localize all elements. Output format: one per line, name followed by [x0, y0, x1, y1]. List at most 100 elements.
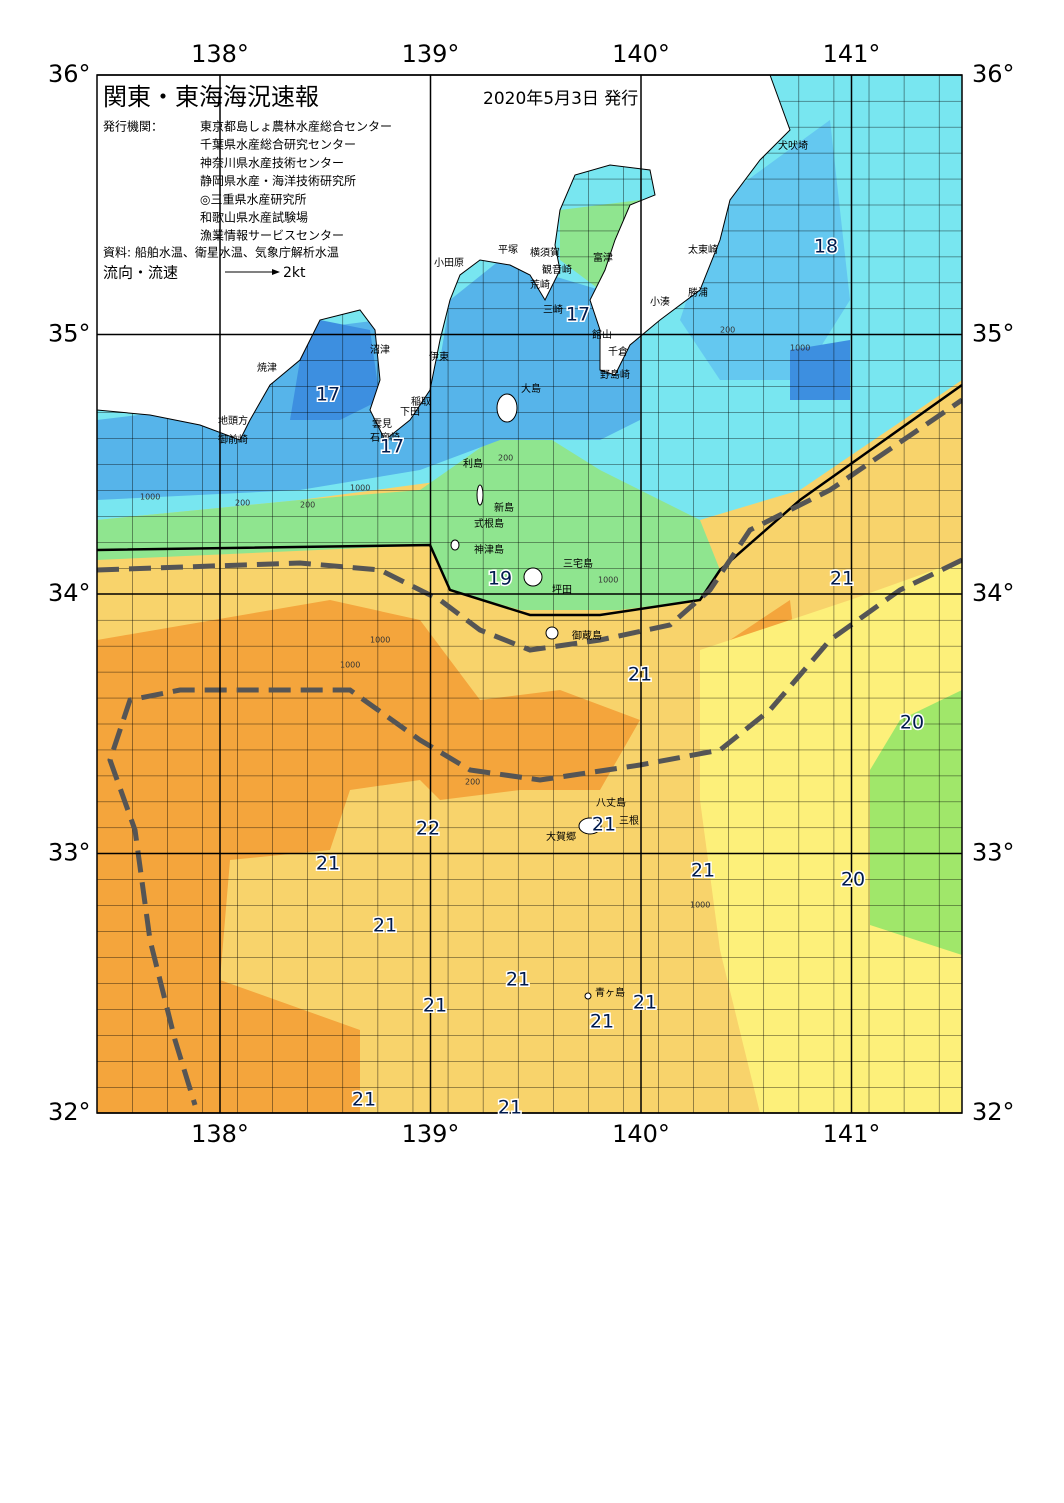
temperature-label: 21	[633, 992, 657, 1014]
place-name: 雲見	[372, 418, 392, 430]
temperature-label: 19	[488, 568, 512, 590]
lon-tick-label: 138°	[191, 1120, 249, 1148]
place-name: 平塚	[498, 244, 518, 256]
place-name: 太東崎	[688, 243, 718, 256]
temperature-label: 21	[691, 860, 715, 882]
lat-tick-label: 32°	[972, 1098, 1015, 1126]
place-name: 館山	[592, 328, 612, 341]
place-name: 神津島	[474, 543, 504, 556]
agency: 静岡県水産・海洋技術研究所	[200, 173, 356, 188]
lat-tick-label: 33°	[972, 839, 1015, 867]
place-name: 八丈島	[596, 796, 626, 809]
place-name: 伊東	[429, 350, 449, 363]
temperature-label: 20	[900, 712, 924, 734]
place-name: 新島	[494, 501, 514, 514]
place-name: 三崎	[543, 303, 563, 316]
temperature-label: 22	[416, 818, 440, 840]
temperature-label: 20	[841, 869, 865, 891]
lon-tick-label: 141°	[823, 40, 881, 68]
depth-label: 200	[300, 501, 315, 510]
depth-label: 200	[465, 778, 480, 787]
temperature-label: 21	[590, 1011, 614, 1033]
temperature-label: 21	[423, 995, 447, 1017]
depth-label: 1000	[690, 901, 710, 910]
lon-tick-label: 141°	[823, 1120, 881, 1148]
lat-tick-label: 34°	[48, 579, 91, 607]
depth-label: 200	[720, 326, 735, 335]
depth-label: 1000	[790, 344, 810, 353]
agency: 東京都島しょ農林水産総合センター	[200, 119, 392, 134]
temperature-label: 21	[373, 915, 397, 937]
place-name: 大賀郷	[546, 830, 576, 843]
agency: 神奈川県水産技術センター	[200, 155, 344, 170]
place-name: 大島	[521, 382, 541, 395]
place-name: 観音崎	[542, 263, 572, 276]
lat-tick-label: 35°	[972, 320, 1015, 348]
depth-label: 1000	[370, 636, 390, 645]
depth-label: 1000	[340, 661, 360, 670]
agency: 漁業情報サービスセンター	[200, 229, 344, 243]
temperature-label: 17	[380, 436, 404, 458]
temperature-label: 21	[498, 1097, 522, 1119]
place-name: 下田	[400, 407, 420, 418]
place-name: 荒崎	[530, 278, 550, 291]
place-name: 三根	[619, 814, 639, 827]
lat-tick-label: 33°	[48, 839, 91, 867]
legend-label: 流向・流速	[103, 264, 178, 282]
place-name: 千倉	[608, 345, 628, 358]
lat-tick-label: 36°	[972, 60, 1015, 88]
depth-label: 200	[498, 454, 513, 463]
agency: 和歌山県水産試験場	[200, 210, 308, 225]
lat-tick-label: 35°	[48, 320, 91, 348]
place-name: 坪田	[552, 583, 572, 596]
place-name: 青ヶ島	[595, 986, 625, 999]
title: 関東・東海海況速報	[103, 83, 319, 111]
lon-tick-label: 138°	[191, 40, 249, 68]
depth-label: 200	[235, 499, 250, 508]
date: 2020年5月3日 発行	[483, 89, 638, 109]
lat-tick-label: 34°	[972, 579, 1015, 607]
place-name: 稲取	[411, 396, 431, 408]
depth-label: 1000	[350, 484, 370, 493]
temperature-label: 21	[506, 969, 530, 991]
place-name: 石廊崎	[370, 431, 400, 444]
place-name: 犬吠埼	[778, 139, 808, 152]
place-name: 式根島	[474, 517, 504, 530]
temperature-label: 21	[830, 568, 854, 590]
place-name: 富津	[593, 251, 613, 264]
place-name: 御蔵島	[572, 629, 602, 642]
depth-label: 1000	[140, 493, 160, 502]
place-name: 小湊	[650, 295, 670, 308]
place-name: 三宅島	[563, 557, 593, 570]
source: 資料: 船舶水温、衛星水温、気象庁解析水温	[103, 245, 339, 260]
agency: 千葉県水産総合研究センター	[200, 137, 356, 152]
place-name: 利島	[463, 457, 483, 470]
place-name: 野島崎	[600, 368, 630, 381]
place-name: 横須賀	[530, 246, 560, 259]
place-name: 地頭方	[218, 414, 248, 427]
temperature-label: 21	[316, 853, 340, 875]
temperature-label: 18	[814, 236, 838, 258]
legend-arrowhead	[272, 269, 280, 275]
lat-tick-label: 32°	[48, 1098, 91, 1126]
temperature-label: 21	[628, 664, 652, 686]
temperature-label: 17	[316, 384, 340, 406]
place-name: 御前崎	[218, 433, 248, 446]
temperature-label: 17	[566, 304, 590, 326]
lon-tick-label: 139°	[402, 40, 460, 68]
depth-label: 1000	[598, 576, 618, 585]
agency-label: 発行機関：	[103, 119, 163, 134]
lon-tick-label: 139°	[402, 1120, 460, 1148]
temperature-label: 21	[592, 814, 616, 836]
place-name: 勝浦	[688, 286, 708, 299]
lon-tick-label: 140°	[612, 1120, 670, 1148]
agency: ◎三重県水産研究所	[200, 191, 306, 206]
temperature-label: 21	[352, 1089, 376, 1111]
place-name: 沼津	[370, 343, 390, 356]
place-name: 小田原	[434, 257, 464, 269]
place-name: 焼津	[257, 362, 277, 374]
legend-scale: 2kt	[283, 265, 306, 281]
lon-tick-label: 140°	[612, 40, 670, 68]
